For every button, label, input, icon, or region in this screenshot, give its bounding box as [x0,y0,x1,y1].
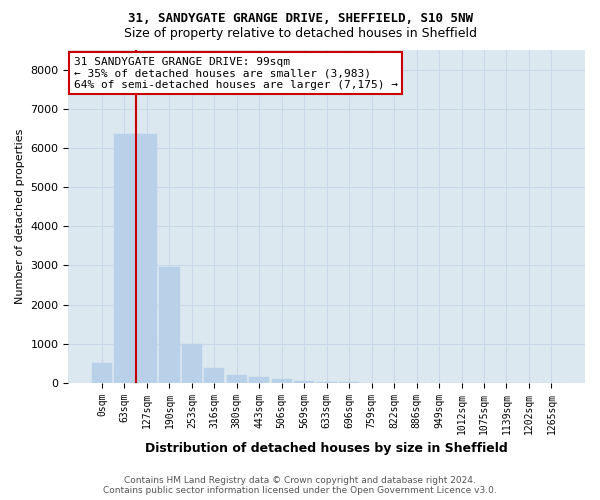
Bar [294,381,314,383]
Bar [137,134,157,383]
Bar [272,380,292,383]
Bar [339,382,359,383]
Bar [92,363,112,383]
Y-axis label: Number of detached properties: Number of detached properties [15,128,25,304]
Text: 31 SANDYGATE GRANGE DRIVE: 99sqm
← 35% of detached houses are smaller (3,983)
64: 31 SANDYGATE GRANGE DRIVE: 99sqm ← 35% o… [74,56,398,90]
Bar [249,377,269,383]
Bar [317,382,337,383]
Text: Contains HM Land Registry data © Crown copyright and database right 2024.
Contai: Contains HM Land Registry data © Crown c… [103,476,497,495]
Bar [227,375,247,383]
X-axis label: Distribution of detached houses by size in Sheffield: Distribution of detached houses by size … [145,442,508,455]
Text: Size of property relative to detached houses in Sheffield: Size of property relative to detached ho… [124,28,476,40]
Bar [182,344,202,383]
Bar [159,268,179,383]
Bar [115,134,134,383]
Bar [204,368,224,383]
Text: 31, SANDYGATE GRANGE DRIVE, SHEFFIELD, S10 5NW: 31, SANDYGATE GRANGE DRIVE, SHEFFIELD, S… [128,12,473,26]
